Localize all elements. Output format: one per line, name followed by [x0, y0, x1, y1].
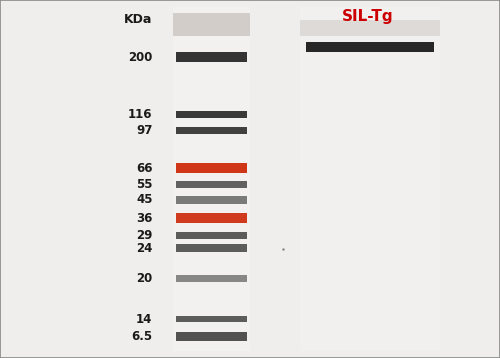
Bar: [176, 196, 247, 203]
Bar: [176, 52, 247, 62]
Bar: [306, 42, 434, 52]
Text: 29: 29: [136, 229, 152, 242]
Bar: [176, 163, 247, 173]
Bar: [172, 13, 250, 36]
Bar: [176, 232, 247, 239]
Text: 6.5: 6.5: [132, 330, 152, 343]
Bar: [176, 127, 247, 134]
Text: 200: 200: [128, 51, 152, 64]
Text: 36: 36: [136, 212, 152, 225]
Text: 66: 66: [136, 162, 152, 175]
Bar: [176, 316, 247, 323]
Text: 20: 20: [136, 272, 152, 285]
Text: 24: 24: [136, 242, 152, 255]
Text: 97: 97: [136, 124, 152, 137]
Bar: [172, 7, 250, 351]
Bar: [176, 332, 247, 341]
Bar: [176, 245, 247, 252]
Text: 14: 14: [136, 313, 152, 326]
Bar: [176, 275, 247, 282]
Bar: [176, 213, 247, 223]
Bar: [176, 111, 247, 118]
Bar: [176, 181, 247, 188]
Text: 45: 45: [136, 193, 152, 206]
Bar: [300, 7, 440, 351]
Bar: [300, 20, 440, 36]
Text: 116: 116: [128, 108, 152, 121]
Text: 55: 55: [136, 178, 152, 191]
Text: KDa: KDa: [124, 13, 152, 26]
Text: SIL-Tg: SIL-Tg: [342, 9, 394, 24]
